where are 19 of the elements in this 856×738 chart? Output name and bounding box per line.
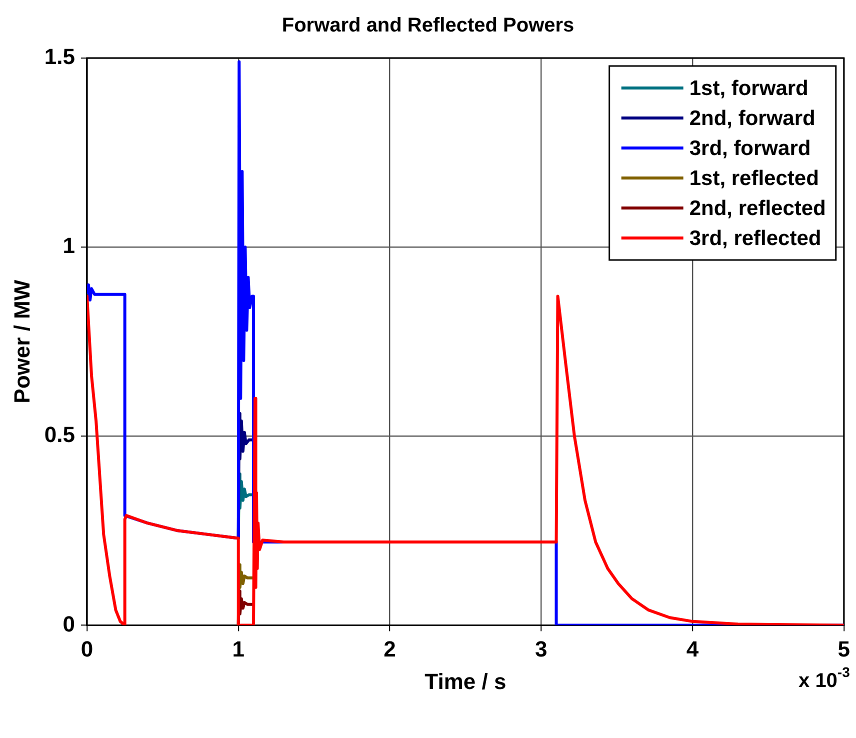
legend-label: 3rd, reflected [689, 226, 822, 250]
x-tick-label: 0 [80, 636, 94, 662]
x-axis-title: Time / s [424, 668, 506, 694]
y-axis-title: Power / MW [9, 280, 34, 404]
legend-label: 3rd, forward [689, 136, 811, 160]
legend-label: 1st, forward [689, 76, 808, 100]
y-tick-label: 0.5 [44, 422, 75, 448]
y-tick-label: 1 [62, 233, 75, 258]
legend-label: 1st, reflected [689, 166, 819, 190]
x-tick-label: 5 [838, 636, 850, 662]
y-tick-label: 1.5 [44, 44, 75, 70]
chart-title: Forward and Reflected Powers [282, 14, 574, 37]
x-tick-label: 2 [384, 636, 396, 662]
y-tick-label: 0 [62, 611, 75, 636]
x-tick-label: 4 [686, 636, 700, 662]
x-tick-label: 1 [232, 636, 244, 662]
legend-label: 2nd, forward [689, 106, 816, 130]
x-tick-label: 3 [535, 636, 548, 662]
legend-label: 2nd, reflected [689, 196, 826, 220]
